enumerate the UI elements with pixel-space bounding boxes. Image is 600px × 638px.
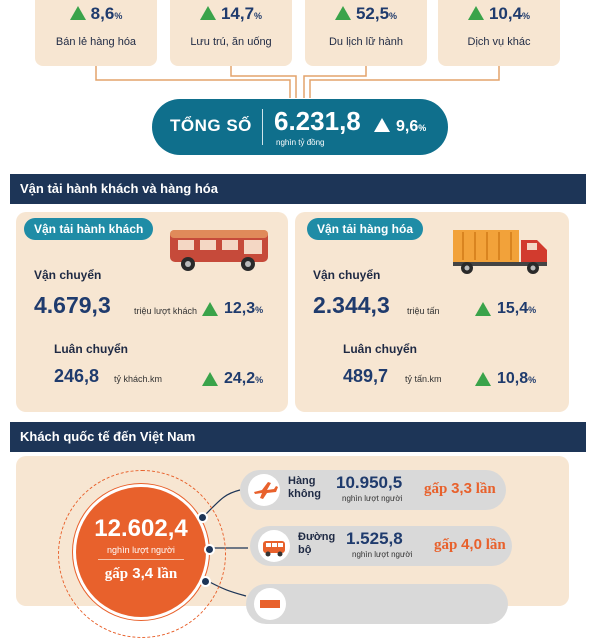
car-icon-holder [258, 530, 290, 562]
intl-row-value: 10.950,5 [336, 473, 403, 492]
category-box-retail: 8,6% Bán lẻ hàng hóa [35, 0, 157, 66]
category-box-travel: 52,5% Du lịch lữ hành [305, 0, 427, 66]
connector-lines [95, 66, 500, 98]
passenger-carry-unit: triệu lượt khách [134, 306, 197, 316]
passenger-rot-label: Luân chuyển [54, 342, 129, 356]
triangle-up-icon [374, 118, 390, 132]
ship-icon-holder [254, 588, 286, 620]
triangle-up-icon [199, 6, 216, 20]
cargo-rot-label: Luân chuyển [343, 342, 418, 356]
total-label: TỔNG SỐ [170, 116, 252, 135]
total-unit: nghìn tỷ đồng [276, 138, 325, 147]
cargo-panel: Vận tải hàng hóa Vận chuyển 2.344,3 triệ… [295, 212, 569, 412]
divider [262, 109, 263, 145]
ship-icon [260, 600, 280, 608]
intl-row-unit: nghìn lượt người [342, 494, 403, 503]
intl-total-gap: gấp 3,4 lần [104, 565, 178, 582]
triangle-up-icon [475, 372, 491, 386]
category-box-other-services: 10,4% Dịch vụ khác [438, 0, 560, 66]
passenger-panel: Vận tải hành khách Vận chuyển 4.679,3 tr… [16, 212, 288, 412]
passenger-rot-pct: 24,2% [224, 370, 264, 387]
truck-icon [453, 230, 547, 274]
cargo-carry-label: Vận chuyển [313, 268, 381, 282]
intl-row-road: Đường bộ 1.525,8 nghìn lượt người gấp 4,0… [250, 526, 512, 566]
divider [98, 559, 184, 560]
category-pct: 8,6% [35, 4, 157, 24]
triangle-up-icon [467, 6, 484, 20]
intl-total-unit: nghìn lượt người [107, 545, 175, 555]
total-value: 6.231,8 [274, 106, 361, 136]
bus-icon [170, 230, 268, 271]
total-pill: TỔNG SỐ 6.231,8 nghìn tỷ đồng 9,6% [152, 99, 448, 155]
intl-row-unit: nghìn lượt người [352, 550, 413, 559]
category-name: Du lịch lữ hành [328, 36, 403, 48]
cargo-rot-pct: 10,8% [497, 370, 537, 387]
airplane-icon [254, 482, 278, 499]
total-change: 9,6% [374, 118, 426, 136]
cargo-carry-unit: triệu tấn [407, 306, 440, 316]
cargo-rot-value: 489,7 [343, 366, 389, 386]
cargo-carry-pct: 15,4% [497, 300, 537, 317]
category-pct: 14,7% [170, 4, 292, 24]
intl-mode: Hàng không [288, 475, 321, 500]
connector-dot [200, 576, 211, 587]
passenger-carry-value: 4.679,3 [34, 292, 111, 318]
passenger-rot-unit: tỷ khách.km [114, 374, 163, 384]
passenger-carry-pct: 12,3% [224, 300, 264, 317]
category-name: Dịch vụ khác [467, 36, 531, 48]
category-pct: 52,5% [305, 4, 427, 24]
triangle-up-icon [69, 6, 86, 20]
triangle-up-icon [475, 302, 491, 316]
intl-row-gap: gấp 4,0 lần [434, 536, 506, 553]
intl-row-sea [246, 584, 508, 624]
category-name: Lưu trú, ăn uống [190, 36, 272, 48]
intl-row-air: Hàng không 10.950,5 nghìn lượt người gấp … [240, 470, 506, 510]
intl-total-value: 12.602,4 [94, 515, 188, 542]
category-pct: 10,4% [438, 4, 560, 24]
car-icon [263, 541, 285, 557]
triangle-up-icon [202, 372, 218, 386]
section-header-intl: Khách quốc tế đến Việt Nam [10, 422, 586, 452]
section-header-transport: Vận tải hành khách và hàng hóa [10, 174, 586, 204]
triangle-up-icon [202, 302, 218, 316]
intl-mode: Đường bộ [298, 531, 336, 556]
connector-dot [204, 544, 215, 555]
intl-row-gap: gấp 3,3 lần [424, 480, 496, 497]
cargo-tag: Vận tải hàng hóa [307, 218, 424, 240]
passenger-rot-value: 246,8 [54, 366, 100, 386]
connector-dot [197, 512, 208, 523]
intl-total-circle: 12.602,4 nghìn lượt người gấp 3,4 lần [76, 487, 206, 617]
passenger-carry-label: Vận chuyển [34, 268, 102, 282]
airplane-icon-holder [248, 474, 280, 506]
triangle-up-icon [334, 6, 351, 20]
cargo-carry-value: 2.344,3 [313, 292, 390, 318]
category-name: Bán lẻ hàng hóa [55, 36, 137, 48]
passenger-tag: Vận tải hành khách [24, 218, 154, 240]
cargo-rot-unit: tỷ tấn.km [405, 374, 442, 384]
intl-row-value: 1.525,8 [346, 529, 403, 548]
category-box-accommodation: 14,7% Lưu trú, ăn uống [170, 0, 292, 66]
